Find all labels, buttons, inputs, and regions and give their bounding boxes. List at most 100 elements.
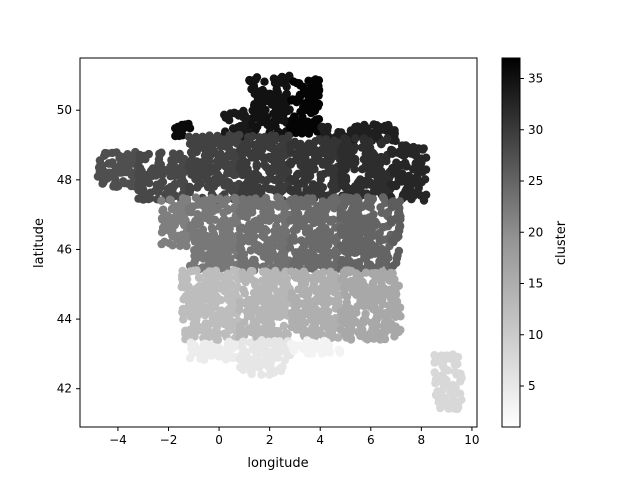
- data-point: [338, 168, 347, 177]
- data-point: [407, 174, 416, 184]
- data-point: [361, 309, 370, 319]
- data-point: [299, 99, 309, 108]
- data-point: [279, 288, 288, 297]
- x-tick-label: 8: [418, 433, 426, 447]
- data-point: [336, 204, 345, 213]
- data-point: [232, 139, 242, 148]
- data-point: [293, 170, 302, 179]
- colorbar-label: cluster: [554, 220, 569, 265]
- data-point: [438, 351, 447, 360]
- colorbar: [502, 58, 520, 427]
- data-point: [223, 169, 232, 178]
- data-point: [268, 185, 277, 194]
- data-point: [307, 96, 316, 106]
- data-point: [237, 245, 246, 254]
- data-point: [178, 194, 188, 203]
- data-point: [313, 297, 322, 306]
- data-point: [322, 338, 331, 347]
- data-point: [386, 306, 395, 315]
- data-point: [296, 195, 306, 205]
- data-point: [376, 295, 385, 305]
- data-point: [355, 271, 365, 281]
- data-point: [376, 183, 386, 193]
- data-point: [260, 77, 269, 86]
- data-point: [353, 185, 363, 194]
- data-point: [191, 175, 200, 184]
- data-point: [274, 202, 283, 211]
- data-point: [116, 160, 126, 169]
- data-point: [252, 298, 261, 307]
- data-point: [430, 351, 439, 360]
- data-point: [235, 130, 244, 140]
- data-point: [242, 142, 252, 151]
- data-point: [120, 179, 129, 188]
- data-point: [190, 298, 199, 308]
- data-point: [188, 325, 197, 334]
- data-point: [264, 209, 274, 218]
- colorbar-tick-label: 30: [528, 123, 543, 137]
- data-point: [164, 165, 173, 175]
- data-point: [253, 94, 263, 104]
- data-point: [192, 157, 201, 166]
- data-point: [220, 350, 229, 359]
- colorbar-tick-label: 20: [528, 225, 543, 239]
- data-point: [353, 302, 362, 311]
- x-tick-label: −2: [160, 433, 178, 447]
- data-point: [147, 172, 156, 181]
- data-point: [286, 174, 295, 184]
- data-point: [220, 110, 229, 120]
- data-point: [310, 120, 319, 130]
- data-point: [351, 134, 360, 143]
- data-point: [153, 166, 163, 176]
- data-point: [330, 179, 340, 188]
- data-point: [174, 131, 184, 141]
- data-point: [184, 204, 194, 213]
- data-point: [279, 276, 288, 285]
- y-tick-label: 50: [57, 103, 72, 117]
- data-point: [188, 135, 198, 144]
- data-point: [377, 333, 387, 342]
- data-point: [306, 208, 316, 217]
- data-point: [212, 247, 221, 256]
- data-point: [402, 142, 412, 151]
- data-point: [290, 206, 300, 216]
- data-point: [294, 285, 303, 294]
- data-point: [254, 326, 263, 335]
- data-point: [344, 143, 354, 152]
- data-point: [277, 238, 286, 248]
- data-point: [99, 178, 108, 187]
- cluster-group: [386, 141, 431, 205]
- data-point: [342, 298, 351, 307]
- data-point: [271, 266, 280, 276]
- data-point: [285, 71, 294, 81]
- data-point: [265, 123, 275, 132]
- data-point: [285, 105, 294, 114]
- cluster-group: [157, 194, 193, 251]
- data-point: [401, 186, 410, 196]
- data-point: [269, 74, 279, 83]
- data-point: [271, 105, 281, 114]
- data-point: [240, 120, 249, 130]
- x-axis: −4 −2 0 2 4 6 8 10: [109, 427, 480, 447]
- data-point: [353, 206, 363, 215]
- data-point: [205, 267, 214, 276]
- colorbar-tick-label: 15: [528, 277, 543, 291]
- data-point: [365, 177, 374, 186]
- data-point: [193, 183, 202, 192]
- data-point: [278, 173, 287, 183]
- data-point: [433, 387, 442, 396]
- cluster-group: [171, 119, 195, 141]
- data-point: [260, 301, 269, 310]
- data-point: [453, 359, 462, 369]
- data-point: [356, 284, 365, 294]
- data-point: [399, 171, 409, 180]
- data-point: [440, 381, 449, 390]
- data-point: [349, 157, 359, 167]
- data-point: [344, 266, 353, 275]
- data-point: [330, 282, 340, 291]
- data-point: [286, 339, 296, 349]
- data-point: [184, 289, 193, 298]
- data-point: [319, 268, 328, 277]
- data-point: [269, 353, 278, 363]
- data-point: [246, 133, 255, 142]
